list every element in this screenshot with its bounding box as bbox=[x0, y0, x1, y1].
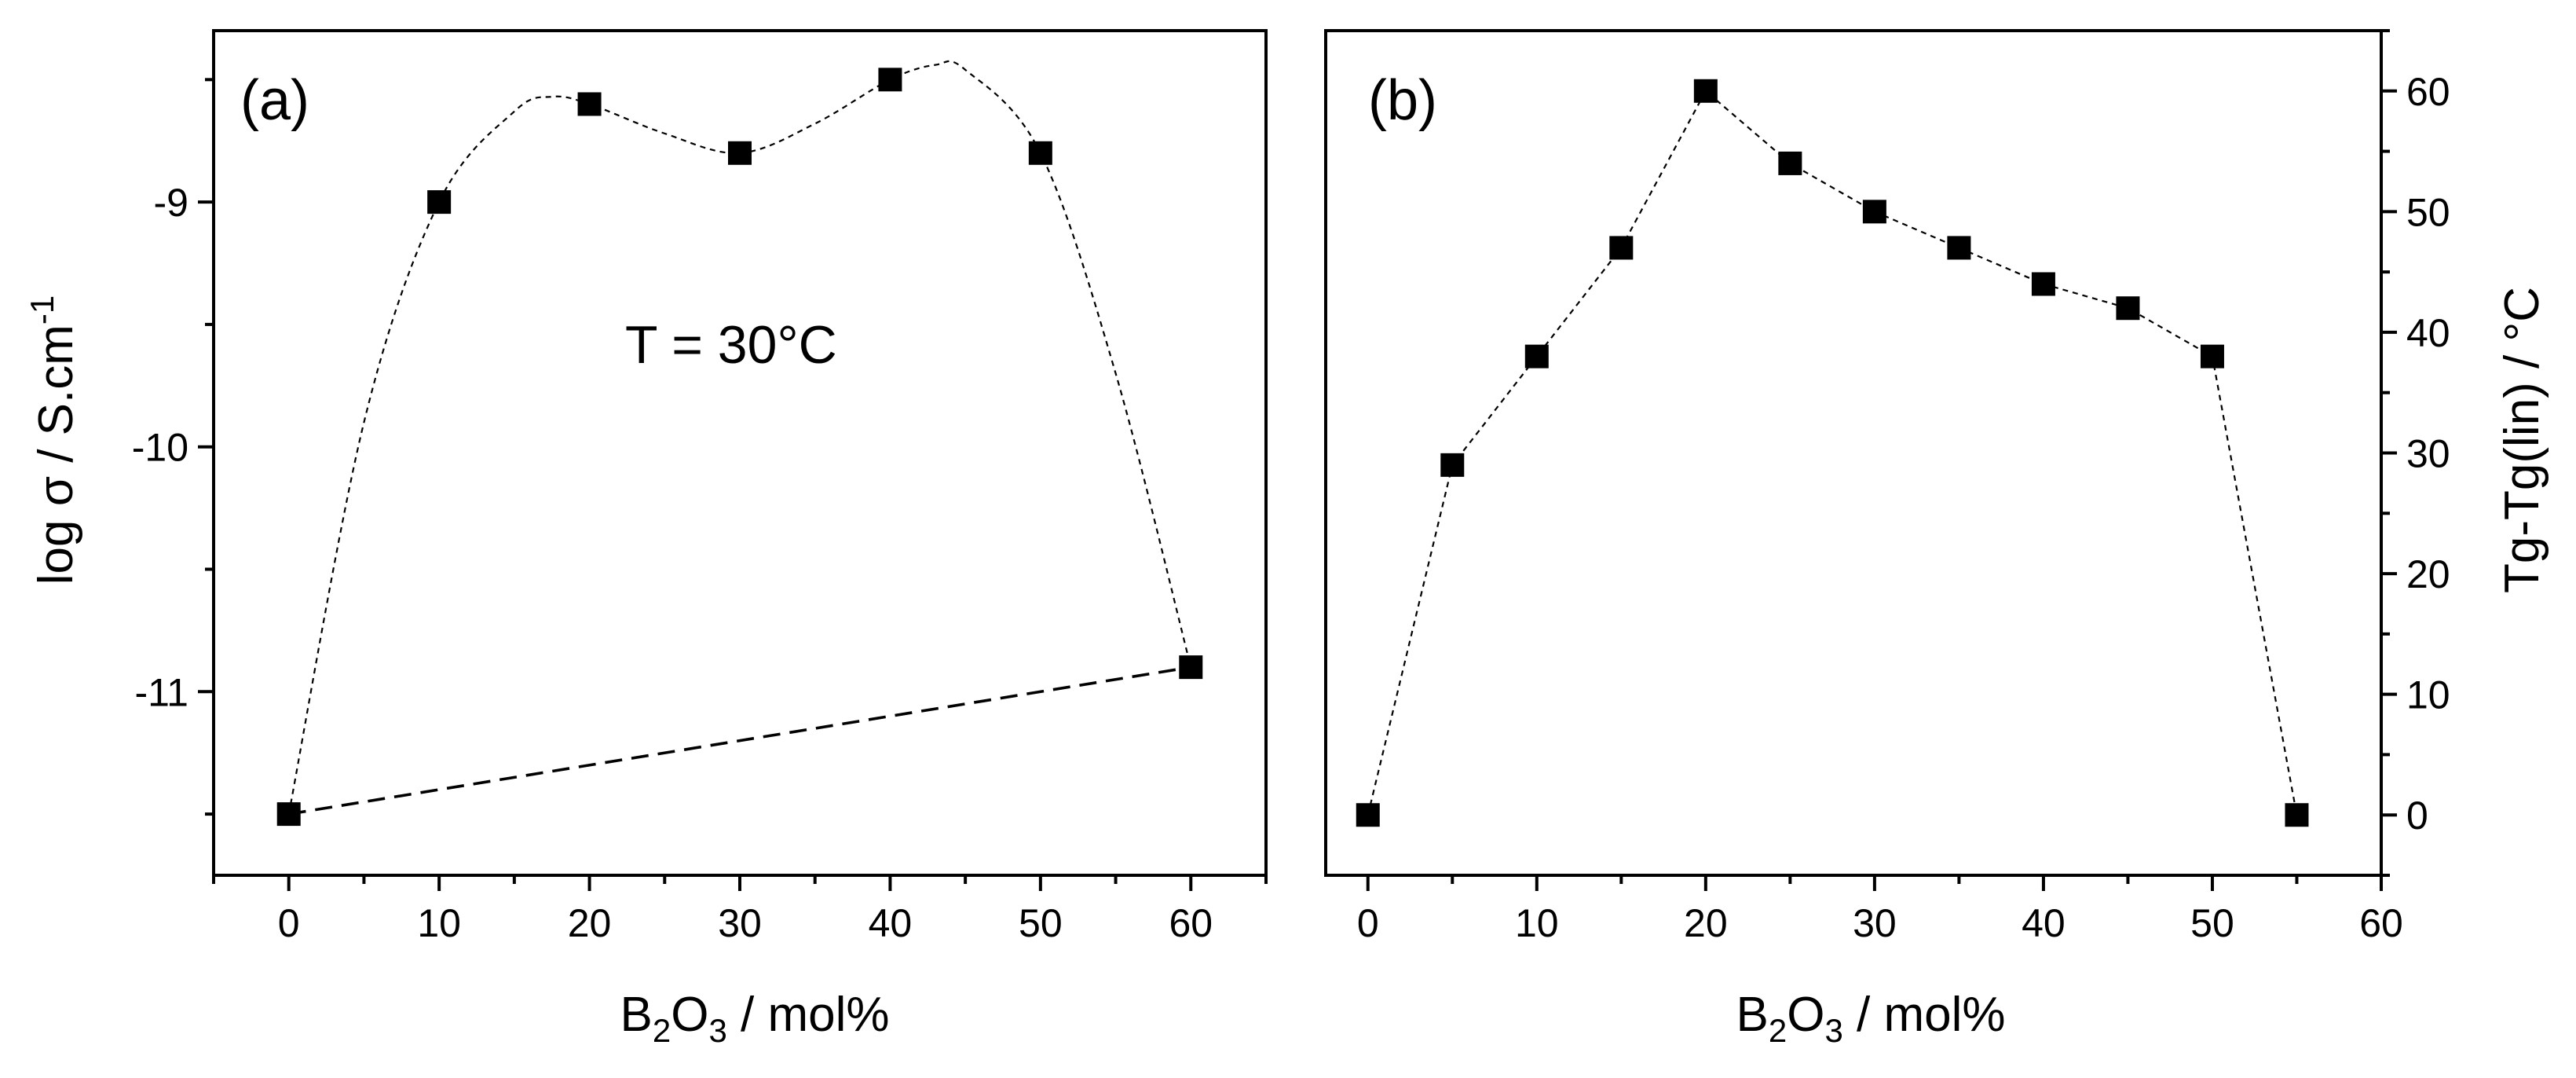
panel-a-y-tick-label: -11 bbox=[134, 670, 188, 714]
panel-b-y-tick-label: 20 bbox=[2406, 552, 2450, 596]
panel-a-data-point bbox=[577, 92, 602, 116]
panel-b-x-tick-labels: 0 10 20 30 40 50 60 bbox=[1357, 901, 2403, 945]
panel-a-y-tick-label: -9 bbox=[154, 181, 188, 225]
panel-b-x-tick-label: 60 bbox=[2359, 901, 2403, 945]
panel-b-data-point bbox=[1862, 200, 1886, 224]
panel-b-data-point bbox=[1778, 151, 1802, 175]
panel-b-points bbox=[1356, 79, 2309, 827]
panel-b-data-point bbox=[1693, 79, 1718, 103]
panel-a-guide-curve bbox=[287, 60, 1192, 815]
panel-b-data-point bbox=[1609, 236, 1634, 260]
panel-b-x-tick-label: 10 bbox=[1515, 901, 1559, 945]
panel-a-label: (a) bbox=[240, 69, 309, 132]
panel-a-data-point bbox=[878, 68, 902, 92]
panel-b-x-axis-title: B2O3 / mol% bbox=[1736, 988, 2005, 1049]
panel-b-x-tick-label: 20 bbox=[1684, 901, 1728, 945]
panel-b-data-point bbox=[1440, 453, 1465, 477]
panel-b-frame bbox=[1324, 29, 2383, 877]
panel-a-x-axis-title: B2O3 / mol% bbox=[620, 988, 889, 1049]
panel-a-y-tick-labels: -11 -10 -9 bbox=[132, 181, 188, 714]
panel-b-data-point bbox=[2116, 296, 2140, 321]
panel-b-y-tick-labels: 0 10 20 30 40 50 60 bbox=[2406, 70, 2450, 838]
panel-a-data-point bbox=[427, 190, 452, 214]
panel-b-ticks bbox=[1366, 29, 2397, 891]
panel-b-y-tick-label: 40 bbox=[2406, 311, 2450, 355]
panel-b-data-point bbox=[2200, 344, 2224, 368]
panel-a-x-tick-label: 0 bbox=[278, 901, 300, 945]
panel-b-x-tick-label: 0 bbox=[1357, 901, 1379, 945]
panel-b-y-tick-label: 30 bbox=[2406, 432, 2450, 476]
panel-a-x-tick-labels: 0 10 20 30 40 50 60 bbox=[278, 901, 1213, 945]
panel-a-y-axis-title: log σ / S.cm-1 bbox=[24, 295, 83, 585]
panel-a-data-point bbox=[276, 802, 301, 827]
panel-b-series-line bbox=[1367, 90, 2298, 816]
panel-b-data-point bbox=[1947, 236, 1971, 260]
panel-b-data-point bbox=[1524, 344, 1549, 368]
panel-b-y-tick-label: 0 bbox=[2406, 794, 2428, 838]
panel-a-x-tick-label: 30 bbox=[718, 901, 762, 945]
panel-a-points bbox=[276, 68, 1203, 827]
panel-a-y-tick-label: -10 bbox=[132, 426, 188, 470]
panel-a-data-point bbox=[728, 141, 752, 165]
panel-b-x-tick-label: 50 bbox=[2190, 901, 2234, 945]
panel-a-annotation: T = 30°C bbox=[625, 315, 837, 375]
panel-a-x-tick-label: 10 bbox=[417, 901, 461, 945]
panel-a-linear-guide bbox=[288, 666, 1191, 816]
panel-a-x-tick-label: 50 bbox=[1019, 901, 1063, 945]
panel-b-y-tick-label: 60 bbox=[2406, 70, 2450, 114]
panel-b-data-point bbox=[2285, 803, 2309, 827]
panel-b-y-axis-title: Tg-Tg(lin) / °C bbox=[2495, 287, 2549, 593]
panel-a-ticks bbox=[198, 78, 1268, 891]
panel-a-data-point bbox=[1028, 141, 1052, 165]
panel-b-data-point bbox=[1356, 803, 1380, 827]
panel-b-x-tick-label: 30 bbox=[1853, 901, 1897, 945]
panel-b-label: (b) bbox=[1368, 69, 1437, 132]
panel-a-x-tick-label: 40 bbox=[869, 901, 913, 945]
panel-a-x-tick-label: 60 bbox=[1169, 901, 1213, 945]
panel-b-y-tick-label: 10 bbox=[2406, 673, 2450, 717]
panel-b: 0 10 20 30 40 50 60 0 10 20 30 40 50 60 (b) B2O3 / m… bbox=[1324, 29, 2549, 1049]
panel-b-y-tick-label: 50 bbox=[2406, 190, 2450, 234]
panel-b-x-tick-label: 40 bbox=[2022, 901, 2066, 945]
panel-a-data-point bbox=[1179, 655, 1203, 680]
panel-b-data-point bbox=[2031, 272, 2055, 296]
panel-a-x-tick-label: 20 bbox=[568, 901, 612, 945]
panel-a: 0 10 20 30 40 50 60 -11 -10 -9 (a) T = 30°C B2O3… bbox=[24, 29, 1268, 1049]
